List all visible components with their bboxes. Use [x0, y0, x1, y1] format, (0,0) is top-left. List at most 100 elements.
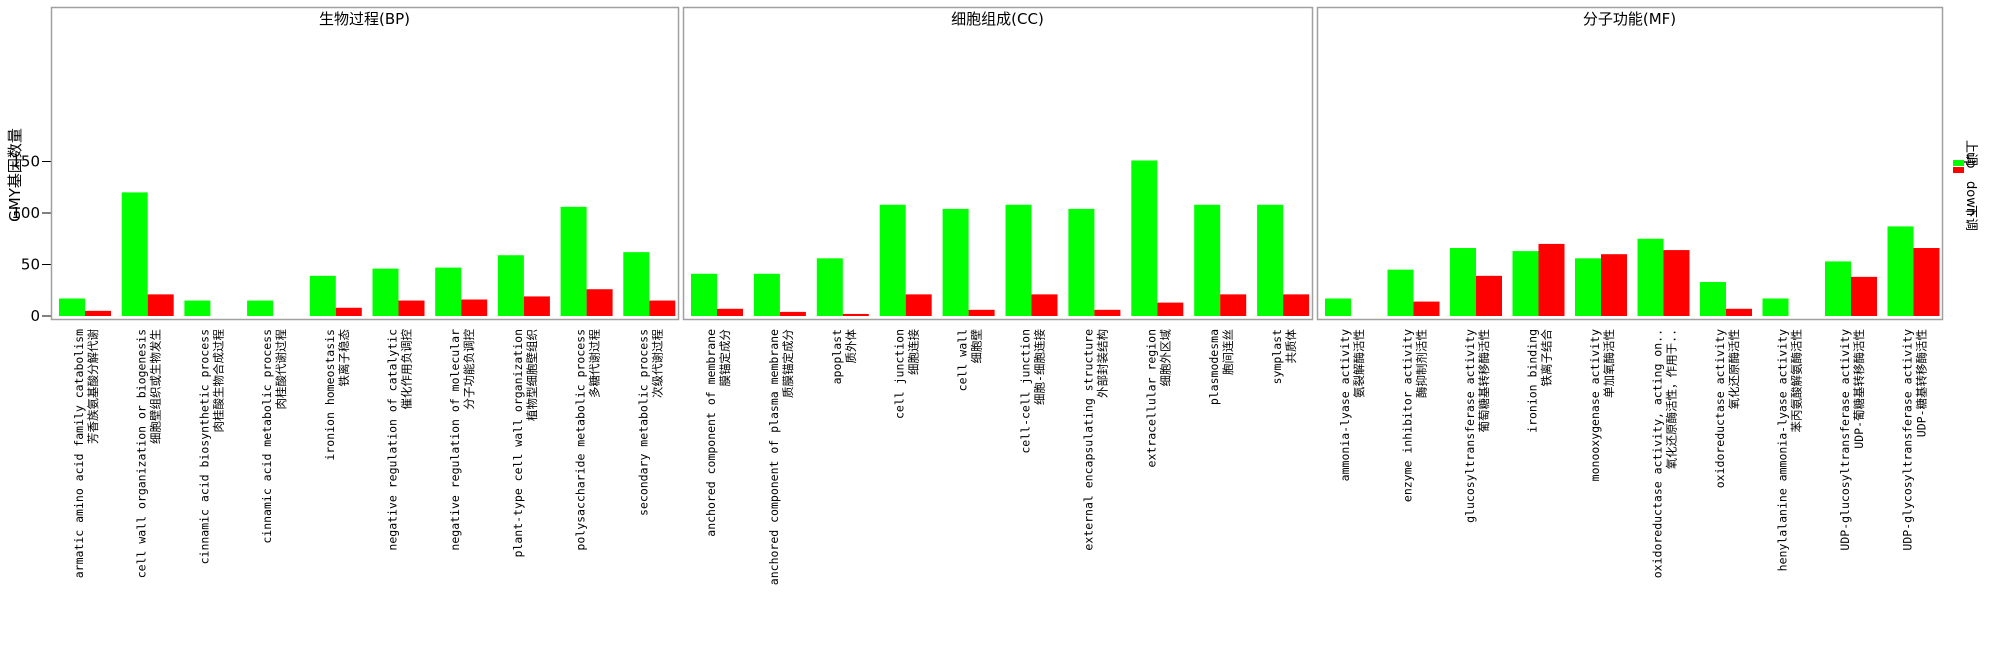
bar-up [1762, 298, 1789, 316]
legend-down-sublabel: down [1963, 181, 1978, 216]
bar-down [586, 289, 613, 316]
category-label: plasmodesma胞间连丝 [1207, 329, 1235, 405]
legend-up-sublabel: up [1963, 152, 1978, 169]
bar-down [1157, 302, 1184, 316]
bar-up [1387, 269, 1414, 316]
category-label-en: external encapsulating structure [1081, 329, 1095, 551]
category-label-zh: 细胞壁 [970, 329, 984, 364]
bar-up [560, 206, 587, 316]
category-label-zh: 细胞外区域 [1158, 329, 1172, 387]
category-label-en: oxidoreductase activity, acting on.. [1651, 329, 1665, 578]
bar-down [1851, 276, 1877, 316]
bar-up [623, 252, 650, 316]
bar-up [879, 204, 906, 316]
panel-title: 细胞组成(CC) [951, 10, 1044, 28]
category-label-zh: 胞间连丝 [1221, 329, 1235, 375]
category-label-en: ironion homeostasis [323, 329, 337, 461]
bar-down [1094, 309, 1121, 316]
y-tick-label-50: 50 [21, 256, 40, 274]
category-label: ammonia-lyase activity氨裂解酶活性 [1338, 329, 1366, 481]
bar-down [85, 310, 111, 316]
category-label: negative regulation of molecular分子功能负调控 [448, 329, 476, 551]
category-label-zh: 催化作用负调控 [400, 329, 414, 410]
bar-up [1575, 258, 1601, 316]
bar-up [497, 255, 524, 316]
bar-up [121, 192, 148, 316]
category-label-zh: 芳香族氨基酸分解代谢 [86, 329, 100, 444]
category-label: external encapsulating structure外部封装结构 [1081, 329, 1109, 551]
bar-up [1257, 204, 1284, 316]
bar-up [942, 208, 969, 316]
category-label: anchored component of membrane膜锚定成分 [704, 329, 732, 537]
category-label-en: plasmodesma [1207, 329, 1221, 405]
category-label: negative regulation of catalytic催化作用负调控 [386, 329, 414, 551]
category-label: cell wall细胞壁 [956, 329, 984, 391]
category-label-zh: 细胞连接 [907, 329, 921, 375]
bar-down [398, 300, 425, 316]
bar-down [335, 307, 362, 316]
category-label-zh: 细胞壁组织或生物发生 [149, 329, 163, 444]
category-label: glucosyltransferase activity葡萄糖基转移酶活性 [1463, 329, 1491, 523]
category-label: symplast共质体 [1270, 329, 1298, 385]
bar-up [1825, 261, 1851, 316]
category-label: cinnamic acid biosynthetic process肉桂酸生物合… [197, 329, 225, 565]
bar-down [968, 309, 995, 316]
category-label: polysaccharide metabolic process多糖代谢过程 [574, 329, 602, 551]
bar-down [1220, 294, 1247, 316]
bar-up [184, 300, 211, 316]
category-label-en: cell wall [956, 329, 970, 391]
category-label: apoplast质外体 [830, 329, 858, 385]
category-label-en: anchored component of plasma membrane [767, 329, 781, 585]
bar-down [779, 311, 806, 316]
category-label: anchored component of plasma membrane质膜锚… [767, 329, 795, 586]
bar-up [1637, 238, 1664, 316]
category-label-en: polysaccharide metabolic process [574, 329, 588, 551]
category-label-en: symplast [1270, 329, 1284, 384]
category-label: plant-type cell wall organization植物型细胞壁组… [511, 329, 539, 557]
chart-panels: 生物过程(BP) armatic amino acid family catabo… [50, 6, 1944, 586]
bar-up [753, 273, 780, 316]
category-label-en: extracellular region [1144, 329, 1158, 467]
category-label: UDP-glycosyltransferase activityUDP-糖基转移… [1901, 329, 1929, 551]
panel-title: 生物过程(BP) [319, 10, 410, 28]
category-label-en: secondary metabolic process [636, 329, 650, 516]
y-axis: 0 50 100 150 [11, 153, 51, 325]
category-label-en: negative regulation of molecular [448, 329, 462, 551]
category-label-en: glucosyltransferase activity [1463, 329, 1477, 523]
category-label-zh: 单加氧酶活性 [1602, 329, 1616, 398]
bar-down [147, 294, 174, 316]
category-label-en: cinnamic acid biosynthetic process [197, 329, 211, 564]
bar-up [1194, 204, 1221, 316]
legend-down-swatch [1953, 167, 1964, 173]
category-label-zh: 铁离子稳态 [337, 329, 351, 387]
category-label-en: ironion binding [1526, 329, 1540, 433]
category-label-zh: 外部封装结构 [1095, 329, 1109, 398]
category-label: cinnamic acid metabolic process肉桂酸代谢过程 [260, 329, 288, 544]
category-label-en: ammonia-lyase activity [1338, 329, 1352, 481]
category-label: cell wall organization or biogenesis细胞壁组… [135, 329, 163, 578]
category-label-en: negative regulation of catalytic [386, 329, 400, 551]
bar-up [1887, 226, 1914, 316]
category-label: enzyme inhibitor activity酶抑制剂活性 [1401, 329, 1429, 502]
bar-up [1325, 298, 1351, 316]
bar-down [905, 294, 932, 316]
bar-down [1913, 248, 1940, 316]
category-label-zh: 酶抑制剂活性 [1415, 329, 1429, 398]
category-label-zh: 多糖代谢过程 [588, 329, 602, 398]
category-label-zh: 苯丙氨酸解氨酶活性 [1790, 329, 1804, 433]
category-label: oxidoreductase activity氧化还原酶活性 [1713, 329, 1741, 488]
bar-down [717, 308, 743, 316]
bar-down [1031, 294, 1058, 316]
category-label-zh: 共质体 [1284, 329, 1298, 364]
category-label-zh: 肉桂酸代谢过程 [274, 329, 288, 410]
category-label-zh: 氧化还原酶活性 [1727, 329, 1741, 410]
bar-up [1700, 282, 1726, 316]
bar-up [435, 267, 462, 316]
category-label-en: cell wall organization or biogenesis [135, 329, 149, 578]
category-label: secondary metabolic process次级代谢过程 [636, 329, 664, 516]
category-label: cell junction细胞连接 [893, 329, 921, 420]
category-label-en: oxidoreductase activity [1713, 329, 1727, 488]
category-label-en: anchored component of membrane [704, 329, 718, 537]
